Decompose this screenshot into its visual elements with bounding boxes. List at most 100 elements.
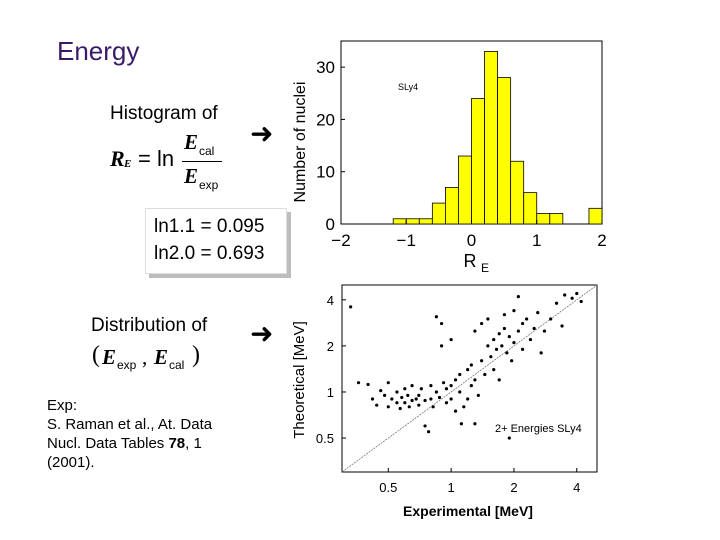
scatter-point (476, 393, 480, 397)
scatter-xtick-label: 1 (448, 480, 455, 495)
histogram-bar (418, 218, 433, 225)
scatter-point (417, 393, 421, 397)
reference-line-4: (2001). (47, 454, 95, 471)
histogram-bar (431, 202, 446, 225)
scatter-points (349, 291, 583, 440)
scatter-point (406, 393, 410, 397)
scatter-reference-line (341, 284, 598, 473)
reference-text: Exp: S. Raman et al., At. Data Nucl. Dat… (47, 396, 277, 472)
scatter-point (379, 389, 383, 393)
scatter-point (386, 405, 390, 409)
histogram-annotation: SLy4 (398, 82, 418, 92)
scatter-point (507, 436, 511, 440)
scatter-point (512, 309, 516, 313)
scatter-point (516, 294, 520, 299)
scatter-point (356, 381, 361, 385)
scatter-point (473, 422, 477, 426)
scatter-point (419, 387, 423, 391)
histogram-bar (497, 77, 512, 225)
scatter-point (520, 321, 525, 326)
scatter-point (510, 359, 514, 363)
scatter-point (453, 378, 458, 382)
histogram-bar (405, 218, 420, 225)
pair-open: ( (92, 342, 100, 368)
histogram-bar (549, 213, 564, 225)
scatter-point (528, 337, 533, 342)
arrow-right-icon: ➜ (250, 118, 274, 149)
scatter-point (469, 384, 473, 388)
scatter-point (563, 293, 567, 297)
scatter-point (570, 296, 574, 300)
scatter-point (417, 403, 421, 407)
formula-lhs: R (110, 146, 125, 171)
scatter-point (489, 355, 493, 359)
histogram-xlabel-sub: E (481, 261, 489, 275)
log-value-2: ln2.0 = 0.693 (154, 243, 265, 264)
scatter-xlabel: Experimental [MeV] (403, 503, 533, 519)
formula-eq: = ln (138, 146, 175, 171)
scatter-point (439, 344, 444, 348)
scatter-point (414, 397, 418, 401)
histogram-ylabel: Number of nuclei (292, 82, 309, 203)
scatter-ytick-label: 0.5 (316, 431, 334, 446)
reference-line-2: S. Raman et al., At. Data (47, 416, 213, 433)
histogram-xtick-label: −2 (331, 231, 350, 250)
reference-volume: 78 (168, 435, 186, 452)
scatter-point (539, 351, 543, 355)
distribution-label: Distribution of (91, 315, 208, 336)
histogram-ytick-label: 0 (326, 215, 335, 234)
formula-den-sub: exp (199, 178, 219, 192)
histogram-bar (444, 186, 459, 225)
scatter-point (466, 368, 470, 372)
scatter-point (386, 381, 390, 385)
scatter-annotation: 2+ Energies SLy4 (495, 423, 582, 435)
histogram-xlabel: R (464, 251, 477, 271)
scatter-point (427, 430, 431, 434)
scatter-chart: 0.5 1 2 4 0.5 1 2 4 2+ Energies SLy4 Theoretica… (291, 284, 598, 519)
scatter-point (453, 409, 458, 413)
scatter-point (469, 363, 473, 367)
histogram-bars (392, 51, 603, 225)
scatter-point (431, 405, 435, 409)
histogram-bar (588, 207, 603, 225)
scatter-point (520, 347, 525, 351)
scatter-point (429, 397, 433, 401)
scatter-point (575, 291, 579, 296)
scatter-ytick-label: 2 (327, 339, 334, 354)
fraction-bar (182, 161, 222, 162)
scatter-point (502, 313, 507, 317)
scatter-point (458, 390, 462, 394)
scatter-point (429, 384, 433, 388)
scatter-point (437, 395, 442, 400)
scatter-point (449, 384, 453, 388)
scatter-point (492, 337, 496, 342)
scatter-point (507, 335, 511, 339)
scatter-point (554, 301, 559, 305)
pair-e1-sub: exp (117, 358, 137, 372)
pair-close: ) (192, 342, 200, 368)
scatter-point (542, 329, 547, 333)
scatter-ticks: 0.5 1 2 4 0.5 1 2 4 (316, 293, 580, 495)
scatter-point (466, 397, 470, 401)
histogram-xtick-label: 2 (597, 231, 606, 250)
scatter-point (502, 326, 507, 331)
scatter-point (560, 324, 564, 328)
scatter-point (410, 384, 414, 388)
scatter-point (390, 397, 394, 401)
formula-den: E (184, 164, 199, 188)
histogram-xtick-label: 0 (467, 231, 476, 250)
scatter-point (492, 368, 496, 372)
scatter-point (410, 398, 414, 403)
histogram-bar (458, 155, 472, 225)
histogram-bar (471, 98, 485, 225)
log-values-box: ln1.1 = 0.095 ln2.0 = 0.693 (145, 208, 287, 274)
scatter-ylabel: Theoretical [MeV] (291, 321, 308, 439)
scatter-point (494, 347, 499, 351)
scatter-point (536, 311, 540, 315)
scatter-point (449, 337, 453, 342)
histogram-label: Histogram of (110, 103, 218, 124)
scatter-point (444, 401, 449, 405)
scatter-point (480, 321, 484, 326)
